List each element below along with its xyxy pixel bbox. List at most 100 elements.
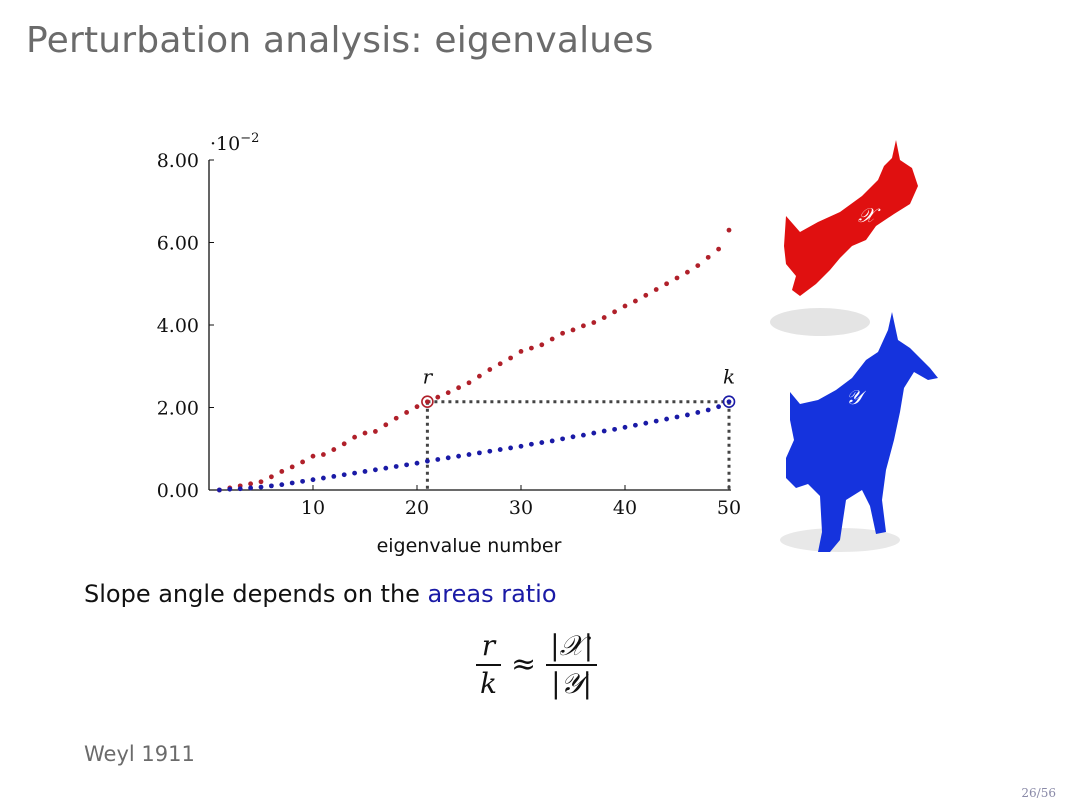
data-point-series-1 (726, 227, 732, 233)
data-point-series-1 (581, 323, 586, 329)
data-point-series-2 (289, 480, 295, 486)
data-point-series-2 (237, 486, 243, 492)
data-point-series-1 (695, 263, 701, 268)
x-axis-label: eigenvalue number (377, 535, 562, 557)
fraction-bar (476, 664, 501, 666)
shape-y-blue-dog (786, 312, 938, 552)
data-point-series-2 (373, 467, 378, 473)
y-tick-label: 4.00 (157, 315, 199, 337)
approx-symbol: ≈ (510, 647, 537, 683)
data-point-series-2 (705, 407, 711, 413)
data-point-series-1 (560, 330, 565, 336)
annotation-center-k (727, 399, 731, 404)
data-point-series-1 (591, 320, 597, 325)
data-point-series-2 (300, 478, 305, 484)
data-point-series-1 (352, 434, 357, 440)
data-point-series-1 (716, 246, 721, 252)
data-point-series-1 (643, 292, 649, 298)
data-point-series-1 (633, 298, 638, 304)
data-point-series-2 (549, 438, 555, 444)
data-point-series-1 (497, 361, 503, 367)
data-point-series-1 (685, 269, 690, 275)
data-point-series-2 (685, 412, 690, 418)
citation-footnote: Weyl 1911 (84, 742, 195, 766)
data-point-series-2 (570, 434, 576, 440)
data-point-series-2 (591, 430, 597, 436)
annotation-marker-r (421, 395, 434, 409)
data-point-series-1 (653, 287, 659, 292)
data-point-series-2 (341, 472, 347, 478)
area-y: |𝒴| (551, 666, 592, 700)
data-point-series-2 (695, 410, 701, 415)
data-point-series-2 (560, 436, 565, 442)
data-point-series-1 (248, 481, 254, 487)
data-point-series-1 (445, 390, 451, 396)
data-point-series-1 (456, 385, 461, 391)
data-point-series-1 (373, 429, 378, 434)
data-point-series-2 (310, 477, 316, 483)
data-point-series-2 (393, 464, 399, 469)
data-point-series-2 (269, 483, 274, 489)
data-point-series-2 (653, 418, 659, 424)
data-point-series-2 (383, 465, 389, 471)
data-point-series-1 (383, 422, 389, 428)
slide-title: Perturbation analysis: eigenvalues (26, 20, 654, 61)
data-point-series-2 (425, 458, 430, 464)
data-point-series-1 (518, 349, 524, 354)
data-point-series-2 (258, 484, 264, 490)
data-point-series-1 (549, 336, 555, 342)
x-tick-label: 20 (405, 497, 429, 519)
data-point-series-1 (300, 459, 305, 465)
annotation-center-r (425, 399, 430, 404)
shape-illustrations: 𝒳 𝒴 (770, 140, 938, 552)
data-point-series-2 (362, 469, 368, 474)
areas-ratio-highlight: areas ratio (427, 580, 557, 608)
page-number: 26/56 (1021, 786, 1056, 800)
data-point-series-1 (331, 447, 337, 452)
data-point-series-1 (362, 430, 368, 436)
fraction-k: k (480, 666, 497, 700)
data-point-series-2 (487, 448, 493, 454)
annotation-label-r: r (423, 365, 434, 389)
fraction-bar (546, 664, 598, 666)
data-point-series-2 (321, 475, 326, 481)
x-tick-label: 40 (613, 497, 637, 519)
data-point-series-1 (435, 394, 441, 400)
data-point-series-1 (539, 342, 545, 348)
data-point-series-2 (352, 470, 357, 476)
x-tick-label: 10 (301, 497, 325, 519)
data-point-series-2 (404, 462, 409, 468)
annotation-marker-k (722, 395, 736, 409)
data-point-series-1 (341, 441, 347, 447)
data-point-series-2 (279, 482, 285, 488)
data-point-series-2 (664, 416, 669, 422)
slope-text-main: Slope angle depends on the (84, 580, 428, 608)
data-point-series-1 (705, 254, 711, 260)
data-point-series-2 (435, 457, 441, 462)
data-point-series-2 (622, 424, 628, 430)
data-point-series-2 (539, 440, 545, 445)
data-point-series-1 (279, 469, 285, 474)
data-point-series-2 (414, 460, 420, 466)
y-tick-label: 2.00 (157, 398, 199, 420)
data-point-series-1 (622, 303, 628, 309)
data-point-series-2 (529, 441, 534, 447)
data-points (217, 227, 732, 493)
annotation-label-k: k (723, 365, 735, 389)
data-point-series-1 (529, 345, 534, 351)
area-fraction: |𝒳| |𝒴| (546, 629, 598, 700)
data-point-series-1 (466, 380, 472, 386)
data-point-series-1 (477, 373, 482, 379)
data-point-series-2 (716, 404, 721, 410)
y-tick-label: 8.00 (157, 150, 199, 172)
data-point-series-1 (487, 367, 493, 372)
r-over-k-fraction: r k (476, 629, 501, 700)
data-point-series-1 (508, 355, 513, 361)
data-point-series-1 (321, 452, 326, 457)
y-tick-label: 6.00 (157, 233, 199, 255)
shape-x-shadow (770, 308, 870, 336)
data-point-series-1 (269, 474, 274, 480)
data-point-series-2 (217, 487, 222, 493)
